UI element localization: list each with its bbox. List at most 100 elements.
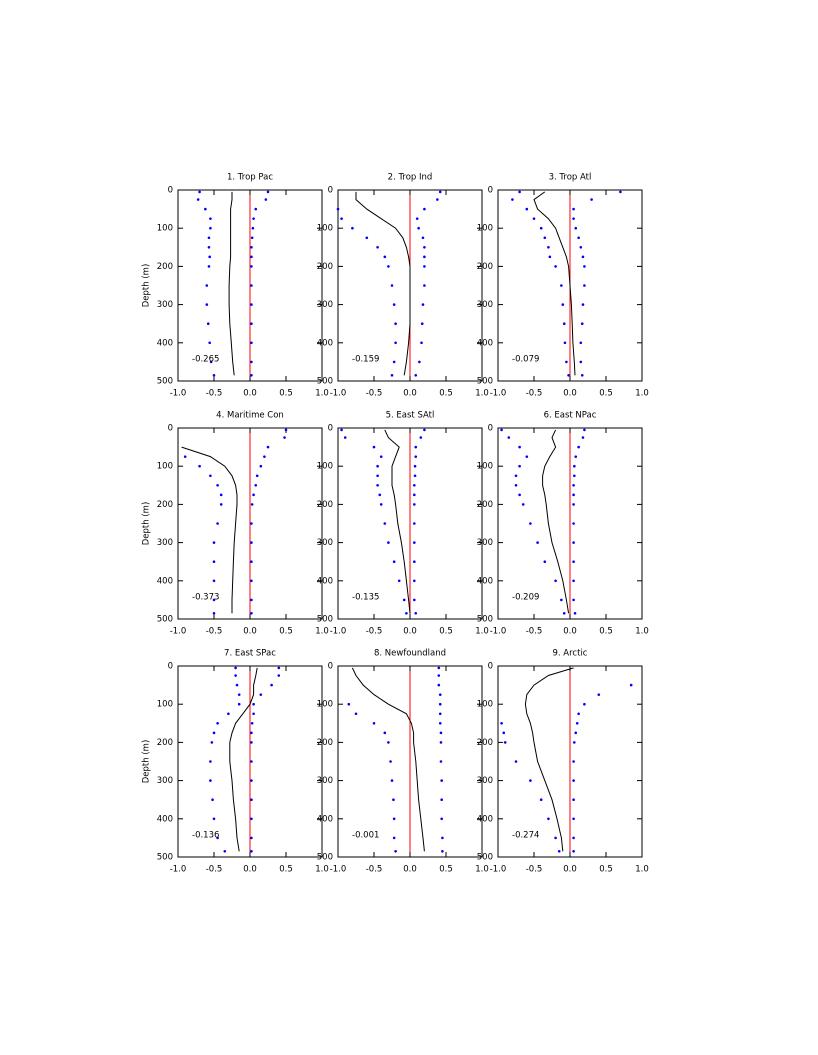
data-dot <box>235 683 239 687</box>
data-dot <box>514 760 518 763</box>
data-dot <box>387 741 390 744</box>
data-dot <box>270 683 273 687</box>
data-dot <box>208 341 211 345</box>
data-dot <box>234 674 237 677</box>
data-dot <box>573 741 576 744</box>
data-dot <box>567 373 570 377</box>
x-tick-label: 0.5 <box>599 627 613 637</box>
data-dot <box>572 560 575 563</box>
y-tick-label: 500 <box>477 615 493 625</box>
data-dot <box>372 445 376 449</box>
x-tick-label: -1.0 <box>170 627 187 637</box>
data-dot <box>250 836 253 840</box>
data-dot <box>205 303 209 306</box>
data-dot <box>507 436 511 439</box>
data-dot <box>518 445 521 449</box>
data-dot <box>209 474 212 478</box>
data-dot <box>266 445 270 449</box>
data-dot <box>413 579 416 583</box>
data-dot <box>418 360 421 364</box>
y-tick-label: 0 <box>488 186 493 196</box>
data-dot <box>212 560 216 563</box>
data-dot <box>413 541 416 544</box>
data-dot <box>394 322 397 326</box>
data-dot <box>250 760 253 763</box>
x-tick-label: 1.0 <box>475 627 489 637</box>
data-dot <box>562 322 566 326</box>
data-dot <box>532 217 536 220</box>
data-dot <box>581 255 585 259</box>
data-dot <box>250 722 254 725</box>
y-tick-label: 500 <box>157 853 173 863</box>
data-dot <box>423 284 426 287</box>
panel-title: 6. East NPac <box>544 411 597 421</box>
annotation: -0.136 <box>192 831 219 841</box>
data-dot <box>575 722 579 725</box>
data-dot <box>436 198 439 201</box>
data-dot <box>441 836 444 840</box>
data-dot <box>413 493 416 497</box>
data-dot <box>223 849 227 853</box>
data-line <box>542 429 570 614</box>
data-dot <box>572 207 575 211</box>
data-dot <box>208 255 211 259</box>
y-tick-label: 200 <box>477 262 493 272</box>
data-dot <box>376 246 379 249</box>
y-tick-label: 400 <box>477 576 493 586</box>
data-dot <box>250 731 253 735</box>
data-dot <box>394 849 397 853</box>
y-tick-label: 200 <box>157 738 173 748</box>
data-dot <box>413 522 416 525</box>
data-dot <box>414 611 418 615</box>
data-dot <box>574 226 578 230</box>
data-dot <box>250 779 253 782</box>
y-tick-label: 100 <box>477 224 493 234</box>
x-tick-label: 0.0 <box>563 389 577 399</box>
x-tick-label: 0.0 <box>243 627 257 637</box>
data-dot <box>354 712 358 716</box>
data-dot <box>206 322 210 326</box>
x-tick-label: 1.0 <box>315 627 329 637</box>
data-dot <box>389 760 392 763</box>
data-dot <box>423 428 426 432</box>
data-dot <box>387 541 390 544</box>
data-dot <box>441 849 444 853</box>
data-dot <box>250 598 253 602</box>
data-dot <box>440 798 443 801</box>
data-dot <box>539 226 543 230</box>
data-dot <box>438 190 442 194</box>
panel-title: 7. East SPac <box>224 649 276 659</box>
data-dot <box>572 598 575 602</box>
x-tick-label: -0.5 <box>366 865 383 875</box>
y-tick-label: 100 <box>157 462 173 472</box>
data-dot <box>413 598 416 602</box>
data-dot <box>207 236 211 240</box>
data-dot <box>572 579 575 583</box>
data-dot <box>390 284 394 287</box>
data-dot <box>514 484 518 487</box>
data-dot <box>376 474 379 478</box>
data-dot <box>413 474 417 478</box>
y-tick-label: 100 <box>317 700 333 710</box>
x-tick-label: 0.5 <box>599 865 613 875</box>
data-dot <box>251 226 255 230</box>
data-dot <box>237 693 241 696</box>
x-tick-label: 1.0 <box>635 389 649 399</box>
data-dot <box>423 246 426 249</box>
data-dot <box>227 712 230 716</box>
data-dot <box>209 360 213 364</box>
data-dot <box>207 246 211 249</box>
data-dot <box>390 373 394 377</box>
y-tick-label: 500 <box>477 853 493 863</box>
y-tick-label: 0 <box>488 424 493 434</box>
y-tick-label: 200 <box>477 500 493 510</box>
data-dot <box>577 236 580 240</box>
data-dot <box>583 428 586 432</box>
data-dot <box>437 666 441 670</box>
data-dot <box>250 303 253 306</box>
data-dot <box>209 760 212 763</box>
data-dot <box>372 722 376 725</box>
x-tick-label: -1.0 <box>170 389 187 399</box>
data-dot <box>581 436 585 439</box>
data-line <box>384 429 411 614</box>
